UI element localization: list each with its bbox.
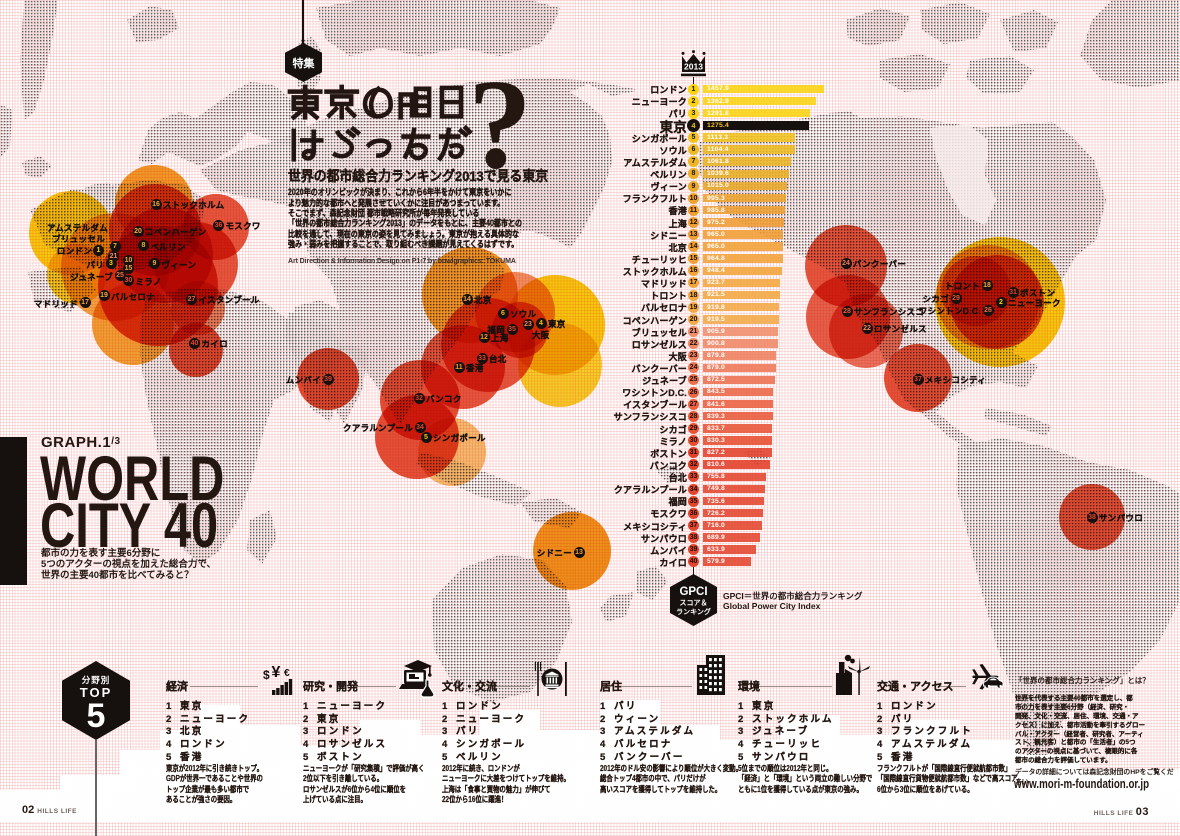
svg-text:€: € — [284, 668, 290, 679]
svg-text:2013: 2013 — [684, 62, 703, 72]
svg-text:特集: 特集 — [293, 56, 316, 70]
svg-text:5: 5 — [87, 697, 106, 735]
svg-text:分野別: 分野別 — [82, 675, 111, 685]
svg-text:¥: ¥ — [272, 664, 281, 681]
svg-text:TOP: TOP — [80, 685, 113, 700]
svg-text:$: $ — [263, 668, 270, 682]
svg-text:GPCI: GPCI — [679, 586, 707, 598]
svg-text:スコア＆: スコア＆ — [680, 599, 708, 607]
svg-text:ランキング: ランキング — [676, 607, 711, 616]
